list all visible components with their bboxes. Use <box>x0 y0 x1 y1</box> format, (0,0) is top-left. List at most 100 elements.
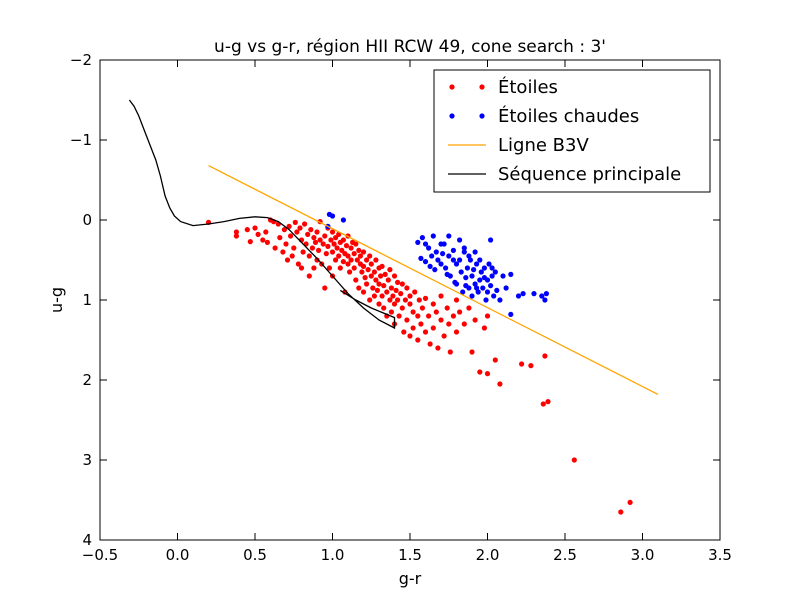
data-point <box>306 273 312 279</box>
data-point <box>371 269 377 275</box>
data-point <box>379 263 385 269</box>
data-point <box>422 259 429 265</box>
data-point <box>308 227 314 233</box>
data-point <box>491 293 497 299</box>
data-point <box>500 273 506 279</box>
data-point <box>367 253 373 259</box>
data-point <box>422 295 429 301</box>
data-point <box>438 241 444 247</box>
data-point <box>328 237 334 243</box>
data-point <box>443 265 449 271</box>
data-point <box>484 289 491 295</box>
data-point <box>484 313 491 319</box>
data-point <box>379 293 385 299</box>
data-point <box>300 249 306 255</box>
data-point <box>474 285 480 291</box>
data-point <box>469 349 475 355</box>
data-point <box>503 285 509 291</box>
legend-swatch <box>449 84 455 90</box>
data-point <box>497 297 503 303</box>
y-tick-label: 2 <box>82 371 92 389</box>
data-point <box>391 301 398 307</box>
data-point <box>418 255 424 261</box>
data-point <box>298 265 305 271</box>
data-point <box>351 265 357 271</box>
x-tick-label: 2.0 <box>476 546 500 564</box>
data-point <box>450 313 456 319</box>
data-point <box>571 457 577 463</box>
y-tick-label: 4 <box>82 531 92 549</box>
data-point <box>438 261 444 267</box>
data-point <box>376 281 382 287</box>
data-point <box>469 273 475 279</box>
data-point <box>463 275 469 281</box>
data-point <box>486 261 492 267</box>
data-point <box>387 267 393 273</box>
data-point <box>467 257 473 263</box>
data-point <box>252 225 258 231</box>
data-point <box>337 265 343 271</box>
data-point <box>542 353 548 359</box>
series-line <box>208 165 659 395</box>
y-tick-label: 0 <box>82 211 92 229</box>
data-point <box>433 309 439 315</box>
data-point <box>306 253 312 259</box>
data-point <box>309 245 315 251</box>
data-point <box>427 263 433 269</box>
data-point <box>357 253 363 259</box>
data-point <box>317 237 323 243</box>
data-point <box>444 271 450 277</box>
data-point <box>444 305 450 311</box>
data-point <box>450 247 456 253</box>
data-point <box>356 247 362 253</box>
data-point <box>480 285 486 291</box>
data-point <box>399 305 405 311</box>
data-point <box>388 309 394 315</box>
x-tick-label: 1.0 <box>321 546 345 564</box>
data-point <box>461 321 467 327</box>
data-point <box>481 265 487 271</box>
data-point <box>466 305 472 311</box>
data-point <box>345 253 351 259</box>
data-point <box>302 221 308 227</box>
data-point <box>277 235 283 241</box>
data-point <box>385 277 391 283</box>
data-point <box>395 279 401 285</box>
data-point <box>419 235 425 241</box>
data-point <box>367 297 373 303</box>
data-point <box>314 229 320 235</box>
data-point <box>381 283 387 289</box>
data-point <box>348 245 354 251</box>
data-point <box>326 265 332 271</box>
data-point <box>336 253 342 259</box>
y-tick-label: −2 <box>70 51 92 69</box>
data-point <box>382 271 388 277</box>
data-point <box>438 317 444 323</box>
data-point <box>314 257 320 263</box>
data-point <box>407 333 413 339</box>
data-point <box>402 297 408 303</box>
legend-box <box>433 69 711 193</box>
data-point <box>472 249 478 255</box>
data-point <box>374 287 380 293</box>
data-point <box>432 267 438 273</box>
data-point <box>419 305 425 311</box>
x-tick-label: 0.5 <box>243 546 267 564</box>
data-point <box>333 257 339 263</box>
data-point <box>384 289 390 295</box>
data-point <box>618 509 624 515</box>
data-point <box>320 241 326 247</box>
data-point <box>339 247 345 253</box>
data-point <box>362 275 368 281</box>
data-point <box>412 289 418 295</box>
x-tick-label: 3.0 <box>631 546 655 564</box>
data-point <box>368 261 374 267</box>
data-point <box>272 245 278 251</box>
data-point <box>435 345 441 351</box>
data-point <box>492 357 498 363</box>
data-point <box>519 361 525 367</box>
data-point <box>255 231 261 237</box>
data-point <box>427 341 433 347</box>
data-point <box>360 263 367 269</box>
data-point <box>461 249 467 255</box>
